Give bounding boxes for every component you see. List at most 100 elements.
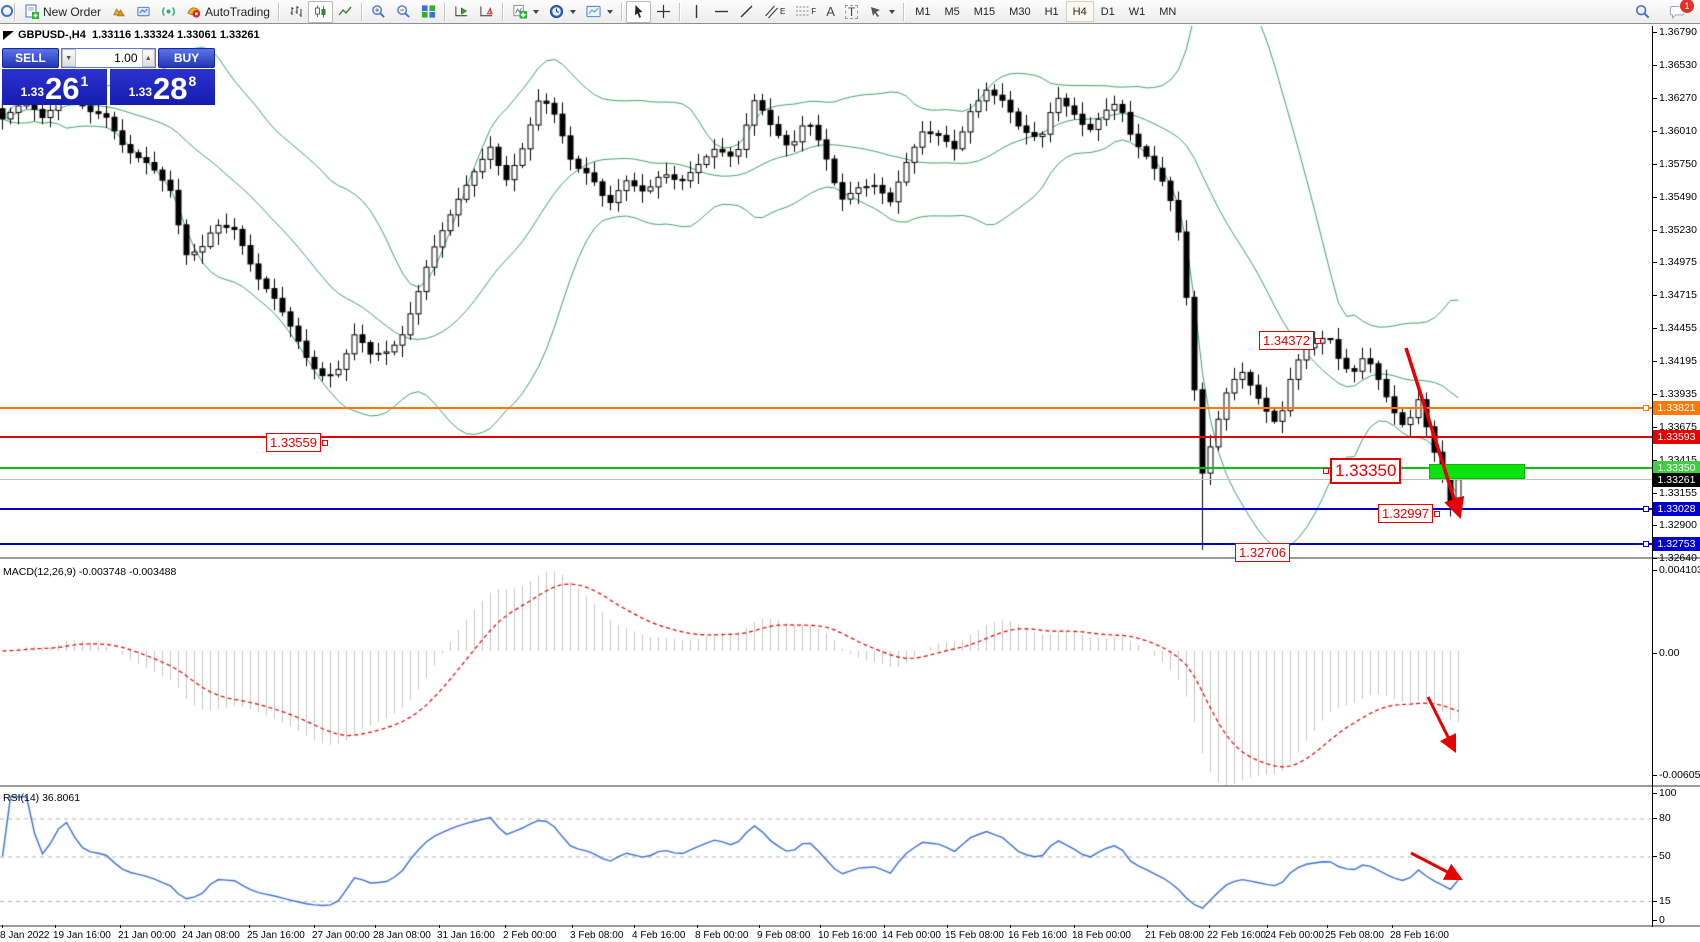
indicator-axis-tick: 50 <box>1652 850 1671 862</box>
price-annotation-1.32997[interactable]: 1.32997 <box>1378 504 1433 523</box>
price-axis-tick: 1.36530 <box>1652 59 1697 71</box>
line-handle[interactable] <box>1643 541 1649 548</box>
line-handle[interactable] <box>1643 405 1649 412</box>
period-button[interactable] <box>544 1 581 23</box>
time-label: 22 Feb 16:00 <box>1207 930 1266 941</box>
time-tick <box>884 925 885 928</box>
rsi-canvas[interactable] <box>0 788 1652 925</box>
time-tick <box>759 925 760 928</box>
buy-button[interactable]: BUY <box>158 48 215 68</box>
time-axis[interactable]: 8 Jan 2022 19 Jan 16:00 21 Jan 00:00 24 Jan… <box>0 925 1700 942</box>
price-annotation-1.33350[interactable]: 1.33350 <box>1330 458 1402 484</box>
template-caret-icon <box>606 9 613 14</box>
timeframe-w1[interactable]: W1 <box>1128 5 1146 18</box>
tile-windows-button[interactable] <box>416 1 441 23</box>
price-axis-tick: 1.34975 <box>1652 256 1697 268</box>
volume-increase-button[interactable]: ▲ <box>141 49 155 67</box>
horizontal-line-1.33593[interactable] <box>0 436 1652 439</box>
price-annotation-1.33559[interactable]: 1.33559 <box>266 433 321 452</box>
sell-button[interactable]: SELL <box>2 48 59 68</box>
text-tool[interactable]: A <box>821 1 840 23</box>
price-annotation-1.34372[interactable]: 1.34372 <box>1259 331 1314 350</box>
horizontal-line-1.33821[interactable] <box>0 407 1652 410</box>
price-axis-tick: 1.34195 <box>1652 355 1697 367</box>
template-button[interactable] <box>581 1 618 23</box>
timeframe-h4[interactable]: H4 <box>1065 1 1094 22</box>
symbol-period-label: GBPUSD-,H4 <box>18 29 86 41</box>
autotrading-button[interactable]: AutoTrading <box>181 1 275 23</box>
price-axis-tick: 1.32640 <box>1652 552 1697 564</box>
main-toolbar: New Order AutoTrading <box>0 0 1700 24</box>
zoom-in-button[interactable] <box>366 1 391 23</box>
vertical-line-tool[interactable] <box>684 1 709 23</box>
panel-separator[interactable] <box>0 557 1700 560</box>
panel-separator[interactable] <box>0 785 1700 788</box>
macd-canvas[interactable] <box>0 560 1652 785</box>
timeframe-h1[interactable]: H1 <box>1044 5 1059 18</box>
zoom-out-icon <box>397 5 410 18</box>
fibonacci-tool[interactable]: F <box>790 1 821 23</box>
time-label: 19 Jan 16:00 <box>53 930 111 941</box>
time-tick <box>1392 925 1393 928</box>
search-button[interactable] <box>1630 1 1655 23</box>
chart-window: 1.36790 1.36530 1.36270 1.36010 1.35750 1.354… <box>0 24 1700 942</box>
buy-price-display[interactable]: 1.33 28 8 <box>110 69 215 105</box>
time-tick <box>697 925 698 928</box>
arrows-tool[interactable] <box>863 1 900 23</box>
timeframe-d1[interactable]: D1 <box>1100 5 1115 18</box>
horizontal-line-1.32753[interactable] <box>0 543 1652 546</box>
time-tick <box>2 925 3 928</box>
time-label: 9 Feb 08:00 <box>757 930 811 941</box>
chart-title: GBPUSD-,H4 1.33116 1.33324 1.33061 1.332… <box>18 29 260 41</box>
new-order-icon <box>25 4 39 19</box>
crosshair-tool-button[interactable] <box>651 1 676 23</box>
equidistant-channel-tool[interactable]: E <box>759 1 790 23</box>
line-handle[interactable] <box>1643 506 1649 513</box>
add-indicator-button[interactable] <box>507 1 544 23</box>
bar-chart-button[interactable] <box>283 1 308 23</box>
new-order-label: New Order <box>43 4 102 19</box>
publish-chart-button[interactable] <box>131 1 156 23</box>
auto-scroll-button[interactable] <box>449 1 474 23</box>
trendline-tool[interactable] <box>734 1 759 23</box>
zoom-in-icon <box>372 5 385 18</box>
timeframe-m15[interactable]: M15 <box>973 5 996 18</box>
arrows-caret-icon <box>889 9 896 14</box>
supply-demand-zone[interactable] <box>1429 464 1525 479</box>
indicator-axis-tick: 100 <box>1652 787 1677 799</box>
timeframe-m30[interactable]: M30 <box>1009 5 1031 18</box>
price-axis-tick: 1.33935 <box>1652 388 1697 400</box>
signals-button[interactable] <box>156 1 181 23</box>
cursor-tool-button[interactable] <box>625 0 651 23</box>
main-chart-canvas[interactable] <box>0 26 1652 557</box>
price-annotation-1.32706[interactable]: 1.32706 <box>1235 543 1290 562</box>
indicator-axis-tick: 15 <box>1652 895 1671 907</box>
panel-separator <box>0 925 1700 928</box>
new-order-button[interactable]: New Order <box>19 1 106 23</box>
vertical-line-icon <box>695 5 698 18</box>
text-tool-icon: A <box>826 3 835 19</box>
sell-price-display[interactable]: 1.33 26 1 <box>2 69 107 105</box>
horizontal-line-tool[interactable] <box>709 1 734 23</box>
line-chart-button[interactable] <box>333 1 358 23</box>
timeframe-mn[interactable]: MN <box>1159 5 1177 18</box>
chart-shift-button[interactable] <box>474 1 499 23</box>
horizontal-line-1.33350[interactable] <box>0 467 1652 470</box>
volume-input[interactable] <box>75 49 142 67</box>
toolbar-separator <box>501 2 504 21</box>
horizontal-line-1.33028[interactable] <box>0 508 1652 511</box>
zoom-out-button[interactable] <box>391 1 416 23</box>
clipped-left-icon[interactable] <box>1 4 13 19</box>
gold-chart-button[interactable] <box>106 1 131 23</box>
timeframe-m5[interactable]: M5 <box>944 5 960 18</box>
volume-decrease-button[interactable]: ▼ <box>62 49 76 67</box>
text-label-tool[interactable]: T <box>840 1 863 23</box>
chat-button[interactable]: 1 <box>1665 0 1695 23</box>
search-icon <box>1635 4 1650 19</box>
candlestick-chart-button[interactable] <box>307 0 333 23</box>
tile-windows-icon <box>421 5 436 18</box>
time-label: 3 Feb 08:00 <box>570 930 624 941</box>
timeframe-m1[interactable]: M1 <box>915 5 931 18</box>
horizontal-line-1.33261[interactable] <box>0 479 1652 481</box>
clock-icon <box>549 4 564 19</box>
